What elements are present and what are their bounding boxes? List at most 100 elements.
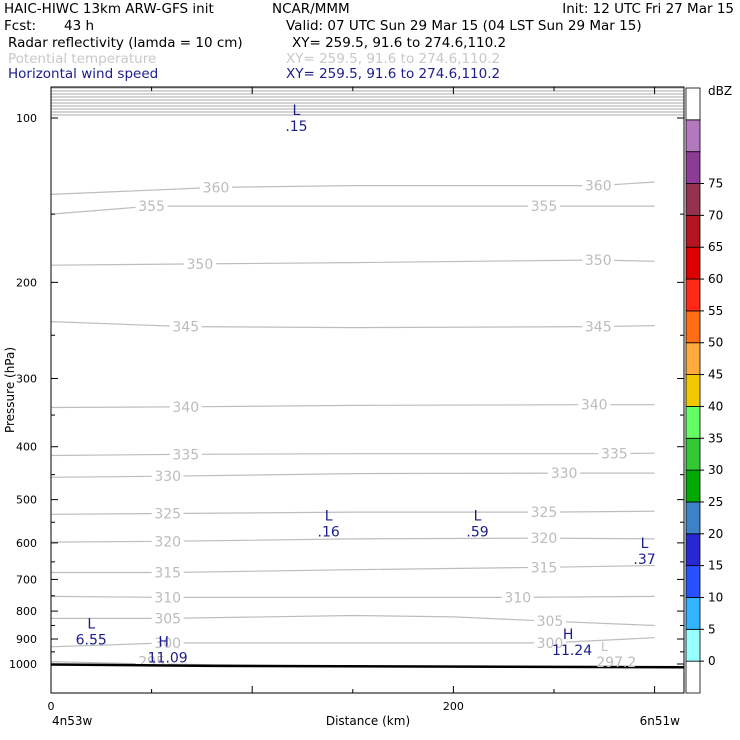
theta-label-bg (151, 610, 184, 627)
forecast-hours: 43 h (64, 18, 95, 34)
wind-extremum-letter: H (158, 634, 169, 650)
x-end-label-left: 4n53w (52, 714, 93, 728)
y-tick-label: 500 (16, 494, 37, 507)
theta-label-bg (582, 318, 615, 335)
colorbar-level-label: 70 (708, 208, 723, 222)
colorbar-level-label: 45 (708, 368, 723, 382)
theta-label-bg (151, 533, 184, 550)
theta-label-bg (548, 465, 581, 482)
theta-label-bg (151, 505, 184, 522)
colorbar-level-label: 55 (708, 304, 723, 318)
colorbar-swatch (685, 214, 701, 248)
colorbar-unit: dBZ (708, 84, 732, 98)
wind-extremum-value: 6.55 (76, 632, 107, 648)
colorbar-swatch (685, 437, 701, 471)
y-tick-label: 200 (16, 276, 37, 289)
theta-contour-label: 310 (154, 590, 181, 606)
theta-contour-label: 340 (172, 400, 199, 416)
colorbar-level-label: 30 (708, 463, 723, 477)
theta-label-bg (527, 559, 560, 576)
colorbar-swatch (685, 183, 701, 216)
colorbar-level-label: 75 (708, 177, 723, 191)
wind-extremum-value: .15 (285, 119, 307, 135)
theta-label-bg (169, 318, 202, 335)
theta-extremum-letter: L (601, 640, 608, 654)
theta-label-bg (199, 179, 232, 196)
theta-contour-label: 305 (154, 611, 181, 627)
terrain-line (50, 663, 685, 669)
theta-contour-label: 350 (585, 253, 612, 269)
field-xy-wind: XY= 259.5, 91.6 to 274.6,110.2 (286, 66, 501, 82)
theta-contour-305 (51, 614, 655, 627)
field-xy-theta: XY= 259.5, 91.6 to 274.6,110.2 (286, 51, 501, 67)
theta-contour-label: 335 (601, 447, 628, 463)
theta-contour-label: 310 (504, 590, 531, 606)
theta-contour-label: 315 (154, 566, 181, 582)
wind-extremum-letter: L (87, 616, 95, 632)
theta-contour-355 (50, 205, 655, 215)
theta-extremum-value: 297.2 (596, 655, 636, 671)
wind-extremum-value: .16 (318, 525, 340, 541)
theta-contour-label: 300 (154, 636, 181, 652)
colorbar-swatch (685, 151, 701, 184)
colorbar-level-label: 25 (708, 495, 723, 509)
theta-label-bg (533, 613, 566, 630)
colorbar-swatch (685, 565, 701, 598)
x-end-label-right: 6n51w (640, 714, 681, 728)
theta-label-bg (151, 634, 184, 651)
theta-contour-label: 360 (203, 180, 230, 196)
theta-contour-label: 340 (581, 398, 608, 414)
wind-extremum-letter: L (474, 509, 482, 525)
theta-contour-label: 360 (585, 179, 612, 195)
colorbar-level-label: 15 (708, 559, 723, 573)
org-label: NCAR/MMM (272, 1, 350, 17)
colorbar-swatch (685, 628, 701, 662)
theta-label-bg (533, 634, 566, 651)
forecast-label: Fcst: (4, 18, 37, 34)
theta-contour-label: 345 (585, 320, 612, 336)
y-tick-label: 400 (16, 441, 37, 454)
colorbar-level-label: 40 (708, 399, 723, 413)
colorbar-swatch (685, 278, 701, 312)
theta-contour-label: 330 (154, 469, 181, 485)
wind-extremum-value: 11.24 (552, 643, 592, 659)
theta-contour-label: 345 (172, 320, 199, 336)
theta-contour-label: 315 (531, 560, 558, 576)
theta-label-bg (169, 446, 202, 463)
colorbar-level-label: 0 (708, 654, 716, 668)
theta-contour-325 (50, 510, 655, 515)
theta-contour-label: 355 (531, 199, 558, 215)
colorbar-swatch (685, 406, 701, 439)
wind-extremum-letter: L (325, 509, 333, 525)
theta-contour-360 (50, 181, 655, 195)
theta-contour-300 (50, 637, 655, 648)
theta-label-bg (151, 589, 184, 606)
wind-extremum-letter: H (563, 627, 574, 643)
theta-contour-315 (51, 564, 655, 574)
theta-contour-350 (50, 259, 655, 266)
y-tick-label: 1000 (9, 658, 37, 671)
colorbar-level-label: 35 (708, 431, 723, 445)
colorbar-swatch (685, 119, 701, 153)
theta-contour-label: 355 (138, 199, 165, 215)
x-tick-label: 0 (48, 700, 55, 713)
colorbar-swatch (685, 310, 701, 344)
field-xy-reflectivity: XY= 259.5, 91.6 to 274.6,110.2 (292, 35, 507, 51)
theta-contour-330 (50, 472, 655, 478)
wind-extremum-value: .59 (466, 525, 488, 541)
theta-contour-label: 305 (537, 614, 564, 630)
theta-label-bg (598, 445, 631, 462)
theta-contour-label: 335 (172, 447, 199, 463)
colorbar-swatch (685, 342, 701, 375)
theta-contour-335 (50, 452, 655, 457)
init-time: Init: 12 UTC Fri 27 Mar 15 (562, 1, 734, 17)
theta-label-bg (135, 198, 168, 215)
x-axis-title: Distance (km) (326, 714, 410, 728)
theta-label-bg (151, 564, 184, 581)
wind-extremum-value: .37 (633, 552, 655, 568)
theta-label-bg (169, 398, 202, 415)
theta-contour-320 (50, 537, 655, 543)
colorbar-level-label: 20 (708, 527, 723, 541)
theta-contour-label: 350 (187, 257, 214, 273)
colorbar-swatch (685, 374, 701, 407)
